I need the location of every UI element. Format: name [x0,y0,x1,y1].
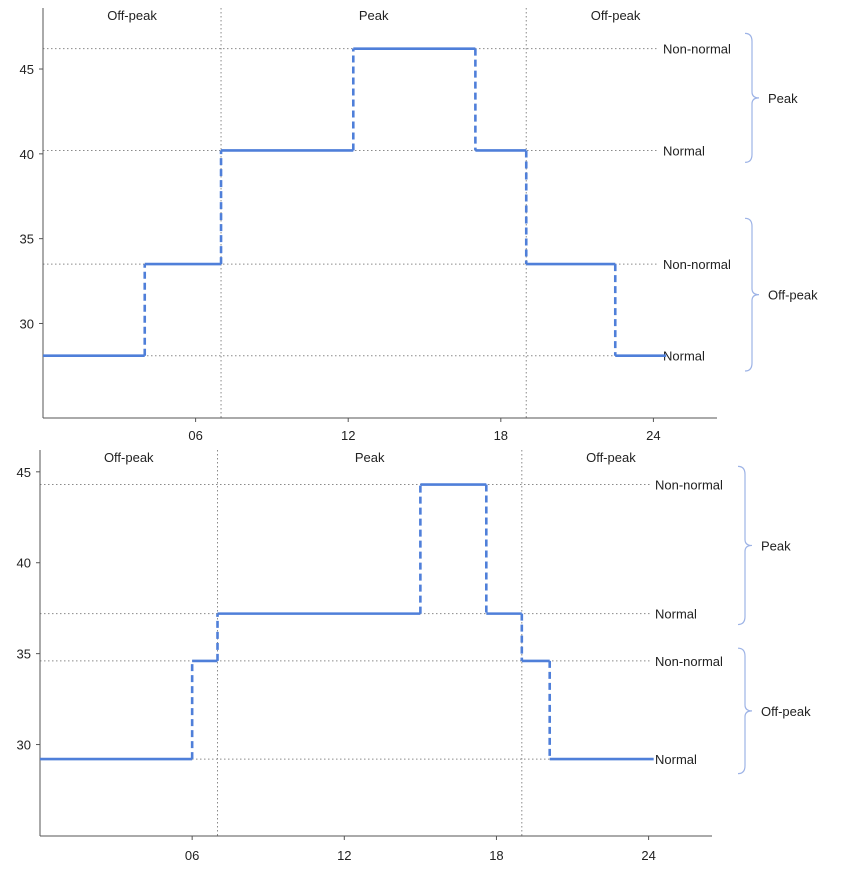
group-label: Peak [768,91,798,106]
x-tick-label: 18 [489,848,503,863]
x-tick-label: 12 [337,848,351,863]
chart-panel-2: Non-normal Normal Non-normal Normal Off-peak… [17,450,811,863]
y-tick-label: 40 [20,147,34,162]
period-label: Off-peak [586,450,636,465]
group-brace [737,647,753,775]
group-label: Off-peak [761,704,811,719]
x-tick-label: 06 [188,428,202,443]
level-label: Non-normal [655,654,723,669]
chart-panel-1: Non-normal Normal Non-normal Normal Off-peak… [20,8,818,443]
period-label: Off-peak [591,8,641,23]
level-label: Non-normal [663,257,731,272]
group-brace [737,465,753,626]
y-tick-label: 45 [17,465,31,480]
level-label: Non-normal [655,478,723,493]
y-tick-label: 40 [17,556,31,571]
y-tick-label: 35 [20,232,34,247]
period-label: Peak [359,8,389,23]
group-brace [744,217,760,372]
y-tick-label: 30 [20,316,34,331]
level-label: Non-normal [663,42,731,57]
x-tick-label: 24 [641,848,655,863]
y-tick-label: 45 [20,62,34,77]
group-label: Peak [761,538,791,553]
x-tick-label: 06 [185,848,199,863]
x-tick-label: 12 [341,428,355,443]
level-label: Normal [663,143,705,158]
level-label: Normal [655,752,697,767]
x-tick-label: 24 [646,428,660,443]
y-tick-label: 30 [17,738,31,753]
group-brace [744,32,760,163]
period-label: Off-peak [104,450,154,465]
level-label: Normal [655,607,697,622]
y-tick-label: 35 [17,647,31,662]
period-label: Peak [355,450,385,465]
group-label: Off-peak [768,288,818,303]
level-label: Normal [663,349,705,364]
period-label: Off-peak [107,8,157,23]
x-tick-label: 18 [494,428,508,443]
